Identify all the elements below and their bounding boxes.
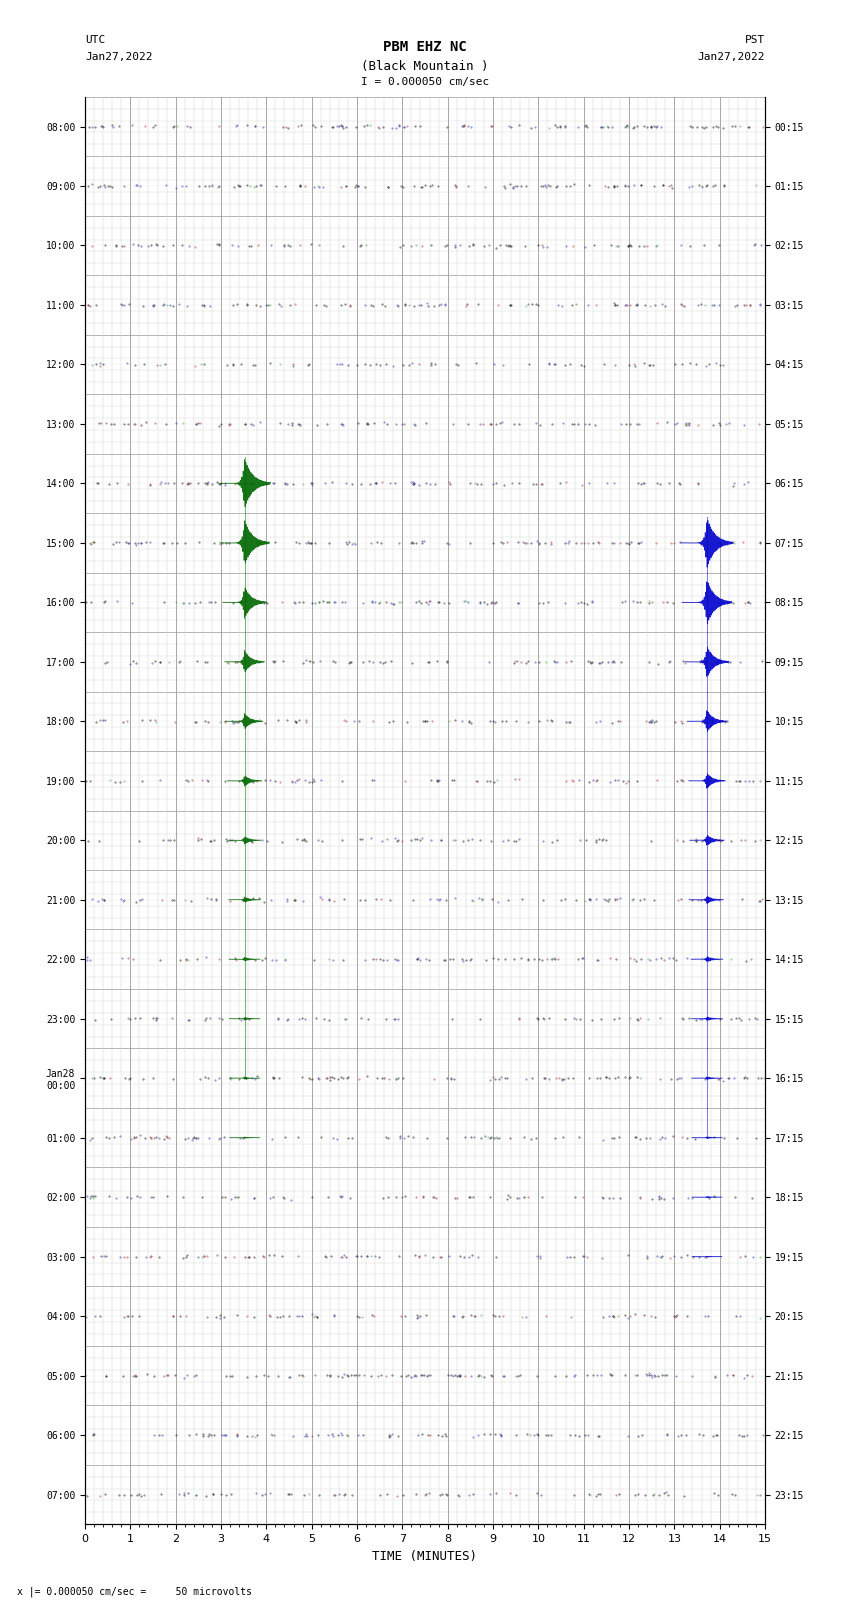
Text: I = 0.000050 cm/sec: I = 0.000050 cm/sec <box>361 77 489 87</box>
Text: Jan27,2022: Jan27,2022 <box>85 52 152 61</box>
Text: PST: PST <box>745 35 765 45</box>
Text: Jan27,2022: Jan27,2022 <box>698 52 765 61</box>
Text: x |= 0.000050 cm/sec =     50 microvolts: x |= 0.000050 cm/sec = 50 microvolts <box>17 1586 252 1597</box>
X-axis label: TIME (MINUTES): TIME (MINUTES) <box>372 1550 478 1563</box>
Text: (Black Mountain ): (Black Mountain ) <box>361 60 489 73</box>
Text: PBM EHZ NC: PBM EHZ NC <box>383 40 467 55</box>
Text: UTC: UTC <box>85 35 105 45</box>
